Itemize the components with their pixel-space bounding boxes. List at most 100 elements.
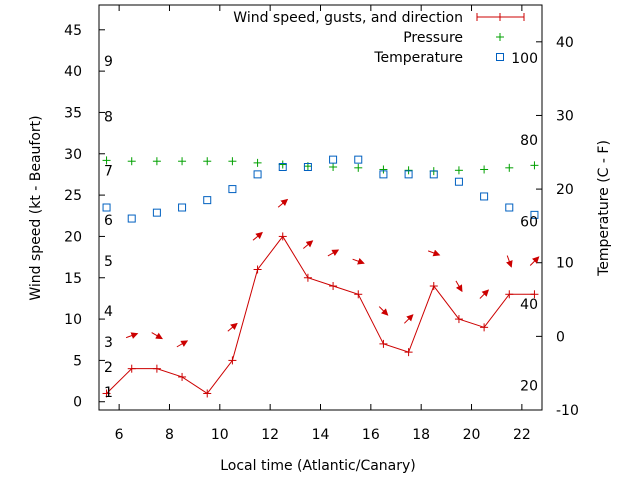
- wind-direction-arrow: [277, 198, 289, 208]
- wind-direction-arrow: [151, 332, 163, 340]
- pressure-point: [253, 158, 262, 167]
- y-right-tick-label: 0: [556, 329, 565, 345]
- temperature-point: [429, 170, 438, 179]
- pressure-point: [329, 163, 338, 171]
- beaufort-label: 1: [104, 385, 113, 401]
- wind-direction-arrow: [505, 255, 513, 268]
- wind-speed-point: [379, 339, 388, 348]
- temperature-point: [505, 203, 514, 212]
- y-left-tick-label: 10: [64, 312, 82, 328]
- wind-direction-arrow: [455, 280, 463, 293]
- legend-swatch-marker: [496, 53, 504, 61]
- beaufort-label: 2: [104, 360, 113, 376]
- wind-speed-point: [505, 290, 514, 299]
- x-tick-label: 8: [165, 427, 174, 443]
- beaufort-label: 4: [104, 304, 113, 320]
- wind-direction-arrow: [176, 340, 189, 348]
- pressure-point: [278, 160, 287, 169]
- pressure-point: [480, 165, 489, 174]
- wind-speed-point: [152, 364, 161, 373]
- y-left-tick-label: 45: [64, 23, 82, 39]
- y-right-tick-label: 20: [556, 182, 574, 198]
- fahrenheit-label: 80: [520, 133, 538, 149]
- y-left-tick-label: 35: [64, 105, 82, 121]
- wind-speed-point: [278, 232, 287, 241]
- wind-speed-line: [106, 235, 535, 395]
- temperature-point: [102, 203, 111, 212]
- wind-direction-arrow: [404, 314, 414, 324]
- temperature-point: [480, 192, 489, 201]
- pressure-point: [454, 166, 463, 175]
- y-right-tick-label: 40: [556, 35, 574, 51]
- legend-label: Wind speed, gusts, and direction: [233, 10, 463, 26]
- x-tick-label: 12: [261, 427, 279, 443]
- temperature-point: [253, 170, 262, 179]
- x-tick-label: 14: [312, 427, 330, 443]
- pressure-point: [228, 157, 237, 166]
- x-tick-label: 22: [513, 427, 531, 443]
- fahrenheit-label: 60: [520, 214, 538, 230]
- wind-speed-point: [354, 290, 363, 299]
- x-tick-label: 10: [211, 427, 229, 443]
- wind-direction-arrow: [427, 249, 441, 257]
- wind-direction-arrow: [327, 249, 340, 257]
- wind-speed-point: [102, 389, 111, 398]
- wind-direction-arrow: [378, 306, 389, 316]
- y-right-tick-label: -10: [556, 403, 579, 419]
- wind-direction-arrow: [252, 231, 263, 241]
- wind-direction-arrow: [302, 240, 314, 249]
- x-tick-label: 18: [412, 427, 430, 443]
- fahrenheit-label: 20: [520, 379, 538, 395]
- wind-direction-arrow: [227, 322, 238, 332]
- wind-direction-arrow: [479, 289, 490, 299]
- y-right-tick-label: 30: [556, 108, 574, 124]
- wind-speed-point: [530, 290, 539, 299]
- temperature-point: [404, 170, 413, 179]
- pressure-point: [127, 157, 136, 166]
- temperature-point: [228, 185, 237, 194]
- legend-label: Pressure: [403, 30, 463, 46]
- y-left-tick-label: 40: [64, 64, 82, 80]
- y-axis-label-right: Temperature (C - F): [596, 140, 612, 277]
- pressure-point: [404, 166, 413, 175]
- temperature-point: [379, 170, 388, 179]
- wind-speed-point: [303, 273, 312, 282]
- wind-speed-point: [203, 389, 212, 398]
- wind-speed-point: [127, 364, 136, 373]
- pressure-point: [530, 161, 539, 170]
- temperature-point: [303, 163, 312, 171]
- x-tick-label: 6: [115, 427, 124, 443]
- wind-speed-point: [329, 282, 338, 291]
- wind-direction-arrow: [529, 256, 540, 266]
- y-left-tick-label: 5: [73, 353, 82, 369]
- pressure-point: [379, 165, 388, 174]
- wind-speed-point: [480, 323, 489, 332]
- y-left-tick-label: 25: [64, 188, 82, 204]
- legend: Wind speed, gusts, and direction Pressure…: [233, 10, 525, 66]
- x-axis-label: Local time (Atlantic/Canary): [220, 458, 416, 474]
- plot-frame: [98, 4, 543, 411]
- wind-speed-point: [429, 282, 438, 291]
- temperature-point: [329, 155, 338, 164]
- temperature-point: [278, 163, 287, 171]
- y-right-tick-label: 10: [556, 256, 574, 272]
- pressure-point: [178, 157, 187, 166]
- temperature-point: [178, 203, 187, 212]
- fahrenheit-label: 40: [520, 297, 538, 313]
- wind-speed-point: [228, 356, 237, 365]
- legend-swatch-marker: [496, 33, 504, 41]
- temperature-point: [127, 214, 136, 223]
- wind-speed-point: [253, 265, 262, 274]
- y-left-tick-label: 15: [64, 271, 82, 287]
- temperature-point: [152, 208, 161, 217]
- wind-direction-arrow: [352, 257, 365, 265]
- beaufort-label: 5: [104, 254, 113, 270]
- beaufort-label: 7: [104, 163, 113, 179]
- wind-speed-point: [454, 315, 463, 324]
- legend-swatch-marker: [496, 13, 504, 21]
- y-left-tick-label: 0: [73, 395, 82, 411]
- fahrenheit-label: 100: [511, 51, 538, 67]
- temperature-point: [354, 155, 363, 164]
